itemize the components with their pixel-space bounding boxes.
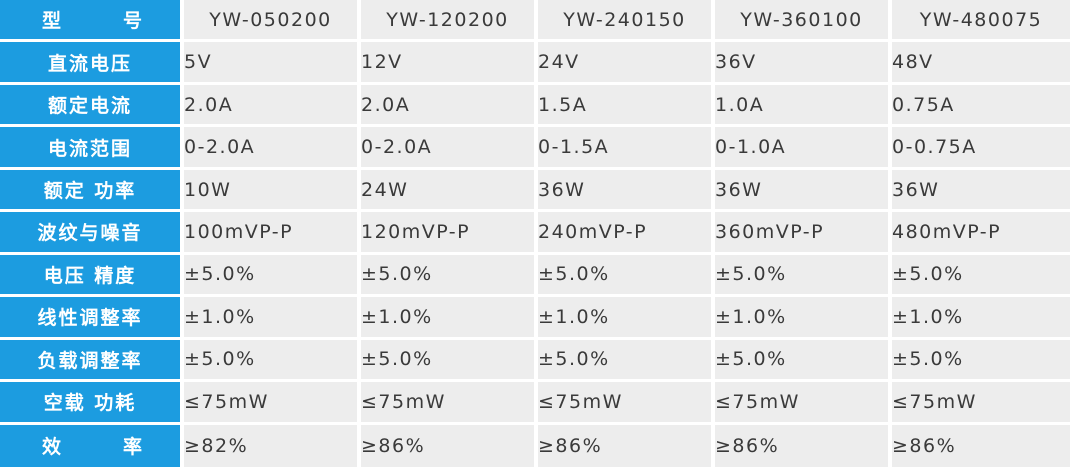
table-cell: 10W bbox=[184, 169, 361, 213]
table-cell: ≥86% bbox=[361, 424, 538, 467]
table-cell: ±5.0% bbox=[361, 254, 538, 298]
row-label: 额定 功率 bbox=[0, 169, 184, 213]
table-cell: ≤75mW bbox=[538, 382, 715, 425]
table-row-rated-power: 额定 功率 10W 24W 36W 36W 36W bbox=[0, 169, 1070, 213]
table-row-voltage-accuracy: 电压 精度 ±5.0% ±5.0% ±5.0% ±5.0% ±5.0% bbox=[0, 254, 1070, 298]
table-cell: ±5.0% bbox=[361, 339, 538, 383]
table-cell: 12V bbox=[361, 42, 538, 85]
table-cell: ±1.0% bbox=[184, 297, 361, 340]
row-label: 负载调整率 bbox=[0, 339, 184, 383]
table-cell: ≤75mW bbox=[892, 382, 1070, 425]
table-cell: 0.75A bbox=[892, 84, 1070, 128]
table-row-dc-voltage: 直流电压 5V 12V 24V 36V 48V bbox=[0, 42, 1070, 85]
table-cell: ≥86% bbox=[538, 424, 715, 467]
table-cell: 36W bbox=[538, 169, 715, 213]
row-label: 额定电流 bbox=[0, 84, 184, 128]
model-name: YW-120200 bbox=[361, 0, 538, 43]
table-cell: ±1.0% bbox=[715, 297, 892, 340]
table-cell: ≤75mW bbox=[184, 382, 361, 425]
table-cell: 0-1.5A bbox=[538, 127, 715, 170]
table-cell: 48V bbox=[892, 42, 1070, 85]
table-cell: 1.0A bbox=[715, 84, 892, 128]
table-cell: ±1.0% bbox=[361, 297, 538, 340]
row-label: 电流范围 bbox=[0, 127, 184, 170]
table-cell: ≤75mW bbox=[715, 382, 892, 425]
header-row: 型 号 YW-050200 YW-120200 YW-240150 YW-360… bbox=[0, 0, 1070, 43]
row-label: 电压 精度 bbox=[0, 254, 184, 298]
row-label: 线性调整率 bbox=[0, 297, 184, 340]
table-cell: ≥86% bbox=[892, 424, 1070, 467]
table-row-line-regulation: 线性调整率 ±1.0% ±1.0% ±1.0% ±1.0% ±1.0% bbox=[0, 297, 1070, 340]
table-cell: 100mVP-P bbox=[184, 212, 361, 255]
table-row-no-load-power: 空载 功耗 ≤75mW ≤75mW ≤75mW ≤75mW ≤75mW bbox=[0, 382, 1070, 425]
table-cell: ±1.0% bbox=[892, 297, 1070, 340]
table-cell: 360mVP-P bbox=[715, 212, 892, 255]
table-cell: 2.0A bbox=[361, 84, 538, 128]
table-cell: 240mVP-P bbox=[538, 212, 715, 255]
table-cell: ±5.0% bbox=[892, 339, 1070, 383]
table-row-efficiency: 效 率 ≥82% ≥86% ≥86% ≥86% ≥86% bbox=[0, 424, 1070, 467]
table-cell: 36V bbox=[715, 42, 892, 85]
row-label: 波纹与噪音 bbox=[0, 212, 184, 255]
table-cell: 1.5A bbox=[538, 84, 715, 128]
table-cell: 36W bbox=[892, 169, 1070, 213]
table-cell: 0-0.75A bbox=[892, 127, 1070, 170]
table-cell: 480mVP-P bbox=[892, 212, 1070, 255]
row-label: 空载 功耗 bbox=[0, 382, 184, 425]
model-name: YW-480075 bbox=[892, 0, 1070, 43]
table-cell: ±5.0% bbox=[715, 339, 892, 383]
table-cell: 2.0A bbox=[184, 84, 361, 128]
table-cell: ±5.0% bbox=[715, 254, 892, 298]
row-label: 效 率 bbox=[0, 424, 184, 467]
table-row-ripple-noise: 波纹与噪音 100mVP-P 120mVP-P 240mVP-P 360mVP-… bbox=[0, 212, 1070, 255]
table-row-current-range: 电流范围 0-2.0A 0-2.0A 0-1.5A 0-1.0A 0-0.75A bbox=[0, 127, 1070, 170]
table-cell: 5V bbox=[184, 42, 361, 85]
table-cell: 24W bbox=[361, 169, 538, 213]
table-cell: ±5.0% bbox=[538, 339, 715, 383]
model-name: YW-360100 bbox=[715, 0, 892, 43]
table-cell: ≥82% bbox=[184, 424, 361, 467]
table-cell: ≤75mW bbox=[361, 382, 538, 425]
table-cell: 36W bbox=[715, 169, 892, 213]
model-name: YW-240150 bbox=[538, 0, 715, 43]
table-cell: ≥86% bbox=[715, 424, 892, 467]
table-cell: 120mVP-P bbox=[361, 212, 538, 255]
table-row-load-regulation: 负载调整率 ±5.0% ±5.0% ±5.0% ±5.0% ±5.0% bbox=[0, 339, 1070, 383]
row-label: 直流电压 bbox=[0, 42, 184, 85]
table-cell: ±5.0% bbox=[538, 254, 715, 298]
table-row-rated-current: 额定电流 2.0A 2.0A 1.5A 1.0A 0.75A bbox=[0, 84, 1070, 128]
table-cell: 24V bbox=[538, 42, 715, 85]
table-cell: ±5.0% bbox=[184, 254, 361, 298]
header-label-model: 型 号 bbox=[0, 0, 184, 43]
table-cell: 0-2.0A bbox=[184, 127, 361, 170]
table-cell: ±5.0% bbox=[184, 339, 361, 383]
table-cell: ±5.0% bbox=[892, 254, 1070, 298]
table-cell: 0-2.0A bbox=[361, 127, 538, 170]
table-cell: 0-1.0A bbox=[715, 127, 892, 170]
model-name: YW-050200 bbox=[184, 0, 361, 43]
table-cell: ±1.0% bbox=[538, 297, 715, 340]
